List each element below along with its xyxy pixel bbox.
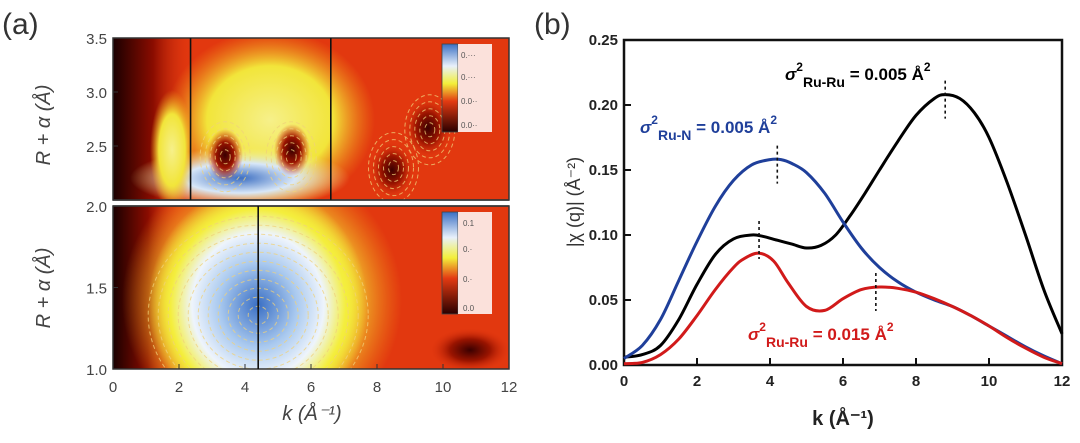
colorbar-top-tick: 0.0·· (461, 121, 477, 130)
line-chart-frame (622, 38, 1064, 367)
x-tick-label: 6 (307, 379, 315, 396)
colorbar-top-tick: 0.··· (461, 51, 476, 60)
colorbar-bottom-tick: 0.1 (463, 219, 475, 228)
contour-line (419, 115, 441, 145)
contour-line (280, 142, 302, 172)
colorbar-bottom-tick: 0.0 (463, 304, 475, 313)
y-tick-label: 0.25 (589, 32, 618, 49)
x-tick-label: 6 (839, 373, 847, 390)
annotation-black: σ2Ru-Ru = 0.005 Å2 (785, 60, 931, 90)
heatmap-bottom-ylabel: R + α (Å) (32, 248, 55, 329)
contour-line (219, 149, 231, 165)
series-black-line (623, 93, 1064, 359)
contour-line (368, 132, 419, 200)
x-tick-label: 0 (109, 379, 117, 396)
y-tick-label: 0.20 (589, 97, 618, 114)
contour-line (209, 135, 241, 179)
y-tick-label: 2.0 (86, 199, 107, 216)
annotation-red: σ2Ru-Ru = 0.015 Å2 (748, 320, 894, 350)
x-tick-label: 4 (241, 379, 249, 396)
y-tick-label: 0.05 (589, 292, 618, 309)
contour-line (265, 121, 317, 193)
y-tick-label: 2.5 (86, 139, 107, 156)
contour-line (285, 149, 297, 165)
colorbar-top-tick: 0.0·· (461, 97, 477, 106)
x-tick-label: 0 (620, 373, 628, 390)
contour-line (388, 160, 399, 176)
x-tick-label: 12 (501, 379, 518, 396)
y-tick-label: 3.0 (86, 85, 107, 102)
heatmap-top-ylabel: R + α (Å) (32, 85, 55, 166)
contour-line (383, 153, 404, 183)
contour-line (204, 128, 246, 186)
contour-line (373, 139, 414, 197)
colorbar-bottom-tick: 0.· (463, 275, 472, 284)
y-tick-label: 0.10 (589, 227, 618, 244)
contour-line (207, 269, 309, 361)
y-tick-label: 0.00 (589, 357, 618, 374)
contour-line (199, 121, 251, 193)
contour-line (424, 122, 436, 138)
line-chart-xlabel: k (Å⁻¹) (812, 406, 874, 430)
x-tick-label: 10 (981, 373, 998, 390)
contour-line (270, 128, 312, 186)
x-tick-label: 8 (373, 379, 381, 396)
y-tick-label: 1.5 (86, 281, 107, 298)
x-tick-label: 4 (766, 373, 775, 390)
contour-line (378, 146, 409, 190)
heatmap-top-frame (112, 37, 510, 201)
x-tick-label: 2 (175, 379, 183, 396)
y-tick-label: 1.0 (86, 362, 107, 379)
contour-line (157, 224, 359, 369)
line-chart-ylabel: |χ (q)| (Å⁻²) (564, 157, 584, 247)
colorbar-top-tick: 0.··· (461, 73, 476, 82)
x-tick-label: 12 (1054, 373, 1071, 390)
panel-a-label: (a) (2, 8, 39, 41)
colorbar-top: 0.··· 0.··· 0.0·· 0.0·· (441, 43, 492, 133)
contour-line (214, 142, 236, 172)
y-tick-label: 3.5 (86, 31, 107, 48)
panel-b-label: (b) (534, 8, 571, 41)
colorbar-bottom: 0.1 0.· 0.· 0.0 (441, 211, 492, 315)
x-tick-label: 8 (912, 373, 920, 390)
annotation-blue: σ2Ru-N = 0.005 Å2 (640, 113, 777, 143)
contour-line (187, 251, 329, 369)
x-tick-label: 2 (693, 373, 701, 390)
contour-line (275, 135, 307, 179)
colorbar-bottom-tick: 0.· (463, 245, 472, 254)
y-tick-label: 0.15 (589, 162, 618, 179)
series-red-line (623, 251, 1063, 366)
x-tick-label: 10 (435, 379, 452, 396)
heatmap-xlabel: k (Å⁻¹) (282, 402, 341, 425)
